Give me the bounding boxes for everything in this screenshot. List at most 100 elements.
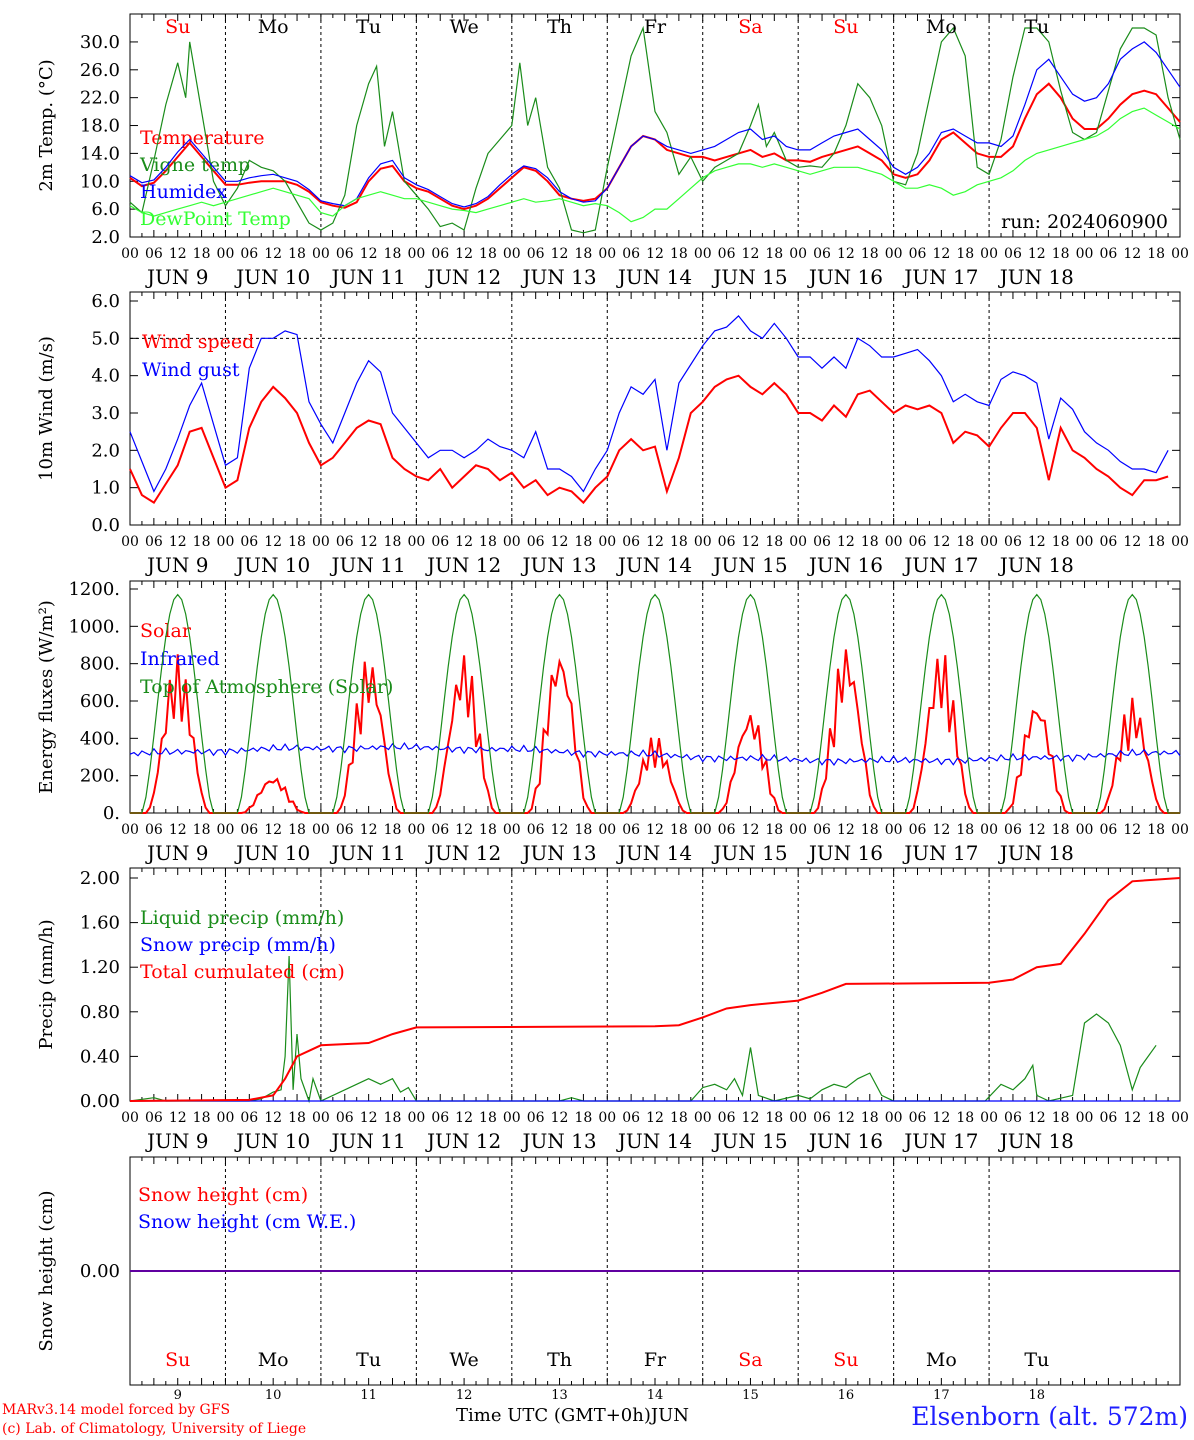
day-number: 18 (1029, 1388, 1046, 1403)
hour-label: 00 (694, 534, 712, 550)
hour-label: 06 (145, 534, 163, 550)
hour-label: 18 (479, 246, 497, 262)
hour-label: 06 (431, 1110, 449, 1126)
hour-label: 12 (837, 822, 855, 838)
hour-label: 12 (932, 822, 950, 838)
hour-label: 18 (1052, 1110, 1070, 1126)
y-tick-label: 1.0 (91, 478, 120, 499)
hour-label: 18 (479, 1110, 497, 1126)
y-axis-label: Snow height (cm) (36, 1190, 57, 1351)
hour-label: 12 (646, 534, 664, 550)
y-tick-label: 1.60 (80, 913, 120, 934)
y-tick-label: 4.0 (91, 366, 120, 387)
hour-label: 12 (455, 1110, 473, 1126)
hour-label: 00 (694, 246, 712, 262)
hour-label: 18 (765, 822, 783, 838)
hour-label: 12 (169, 1110, 187, 1126)
hour-label: 12 (264, 534, 282, 550)
day-number: 17 (933, 1388, 950, 1403)
hour-label: 00 (885, 822, 903, 838)
hour-label: 00 (694, 822, 712, 838)
legend-entry: Vigne temp (139, 154, 250, 176)
hour-label: 00 (1171, 534, 1189, 550)
hour-label: 06 (909, 822, 927, 838)
hour-label: 06 (145, 822, 163, 838)
date-label: JUN 9 (145, 265, 208, 289)
date-label: JUN 10 (234, 1129, 310, 1153)
date-label: JUN 17 (902, 265, 978, 289)
hour-label: 06 (1099, 822, 1117, 838)
y-tick-label: 200. (80, 766, 120, 787)
hour-label: 12 (264, 1110, 282, 1126)
hour-label: 18 (1052, 534, 1070, 550)
hour-label: 06 (527, 534, 545, 550)
date-label: JUN 9 (145, 841, 208, 865)
y-tick-label: 3.0 (91, 403, 120, 424)
hour-label: 12 (837, 246, 855, 262)
hour-label: 06 (813, 822, 831, 838)
y-tick-label: 600. (80, 691, 120, 712)
hour-label: 18 (956, 822, 974, 838)
hour-label: 18 (574, 1110, 592, 1126)
hour-label: 00 (503, 534, 521, 550)
weekday-label: Sa (738, 16, 762, 38)
series-line (130, 593, 1180, 814)
hour-label: 12 (646, 1110, 664, 1126)
weekday-label: Mo (258, 1349, 289, 1371)
hour-label: 18 (670, 1110, 688, 1126)
run-label: run: 2024060900 (1001, 211, 1168, 233)
weekday-label: Th (547, 1349, 572, 1371)
legend-entry: Infrared (140, 648, 220, 670)
weekday-label: Th (547, 16, 572, 38)
hour-label: 18 (193, 822, 211, 838)
date-label: JUN 11 (330, 1129, 406, 1153)
hour-label: 00 (789, 246, 807, 262)
hour-label: 12 (1123, 534, 1141, 550)
hour-label: 00 (121, 1110, 139, 1126)
hour-label: 06 (718, 1110, 736, 1126)
date-label: JUN 10 (234, 265, 310, 289)
hour-label: 00 (217, 246, 235, 262)
day-number: 14 (647, 1388, 664, 1403)
hour-label: 00 (980, 534, 998, 550)
weekday-label: Fr (644, 1349, 667, 1371)
hour-label: 12 (742, 246, 760, 262)
hour-label: 06 (431, 534, 449, 550)
y-tick-label: 1.20 (80, 957, 120, 978)
y-axis-label: Precip (mm/h) (36, 919, 57, 1049)
hour-label: 18 (1147, 822, 1165, 838)
hour-label: 12 (742, 1110, 760, 1126)
date-label: JUN 9 (145, 553, 208, 577)
hour-label: 00 (980, 1110, 998, 1126)
y-tick-label: 14.0 (80, 143, 120, 164)
y-tick-label: 2.0 (91, 440, 120, 461)
hour-label: 18 (384, 822, 402, 838)
hour-label: 18 (670, 534, 688, 550)
hour-label: 06 (622, 246, 640, 262)
hour-label: 00 (312, 246, 330, 262)
hour-label: 18 (384, 1110, 402, 1126)
day-number: 10 (265, 1388, 282, 1403)
hour-label: 18 (479, 822, 497, 838)
hour-label: 00 (694, 1110, 712, 1126)
weekday-label: Tu (356, 16, 381, 38)
series-line (129, 82, 1181, 211)
date-label: JUN 10 (234, 553, 310, 577)
hour-label: 12 (264, 246, 282, 262)
hour-label: 06 (145, 1110, 163, 1126)
hour-label: 12 (169, 822, 187, 838)
hour-label: 06 (813, 246, 831, 262)
date-label: JUN 15 (711, 841, 787, 865)
weekday-label: Su (833, 1349, 858, 1371)
weekday-label: Tu (356, 1349, 381, 1371)
series-line (129, 877, 1181, 1102)
hour-label: 00 (1076, 246, 1094, 262)
y-tick-label: 0.00 (80, 1091, 120, 1112)
hour-label: 00 (789, 822, 807, 838)
hour-label: 18 (193, 1110, 211, 1126)
y-tick-label: 26.0 (80, 60, 120, 81)
weekday-label: Sa (738, 1349, 762, 1371)
date-label: JUN 16 (807, 265, 883, 289)
hour-label: 06 (718, 822, 736, 838)
